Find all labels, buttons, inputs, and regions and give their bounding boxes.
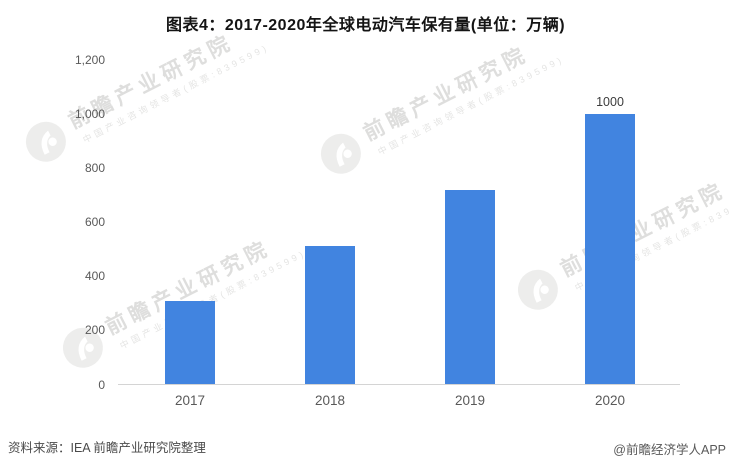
- x-axis-line: [118, 384, 680, 385]
- y-tick-label: 800: [84, 160, 105, 175]
- source-note: 资料来源：IEA 前瞻产业研究院整理: [8, 441, 206, 455]
- y-tick-label: 1,000: [74, 106, 105, 121]
- brand-watermark: 前瞻产业研究院 中国产业咨询领导者(股票:839599): [18, 13, 271, 171]
- brand-watermark: 前瞻产业研究院 中国产业咨询领导者(股票:839599): [313, 25, 566, 183]
- bar-2020: [585, 113, 635, 385]
- qianzhan-logo-icon: [320, 133, 361, 174]
- bar-value-label: 1000: [596, 94, 624, 109]
- y-tick-label: 0: [98, 377, 105, 392]
- y-tick-label: 200: [84, 323, 105, 338]
- bar-2017: [165, 300, 215, 385]
- chart-title: 图表4：2017-2020年全球电动汽车保有量(单位：万辆): [165, 17, 566, 34]
- qianzhan-logo-icon: [517, 269, 558, 310]
- watermark-brand-text: 前瞻产业研究院: [359, 42, 533, 146]
- watermark-tagline-text: 中国产业咨询领导者(股票:839599): [376, 53, 566, 158]
- credit-note: @前瞻经济学人APP: [613, 443, 726, 457]
- y-tick-label: 1,200: [74, 52, 105, 67]
- watermark-brand-text: 前瞻产业研究院: [556, 178, 730, 282]
- y-tick-label: 600: [84, 215, 105, 229]
- x-tick-label: 2020: [594, 393, 626, 408]
- x-tick-label: 2018: [314, 393, 346, 408]
- watermark-tagline-text: 中国产业咨询领导者(股票:839599): [81, 41, 271, 146]
- x-tick-label: 2017: [174, 393, 206, 408]
- bar-2018: [305, 246, 355, 385]
- x-tick-label: 2019: [454, 393, 486, 408]
- bar-2019: [445, 189, 495, 385]
- y-tick-label: 400: [84, 269, 105, 284]
